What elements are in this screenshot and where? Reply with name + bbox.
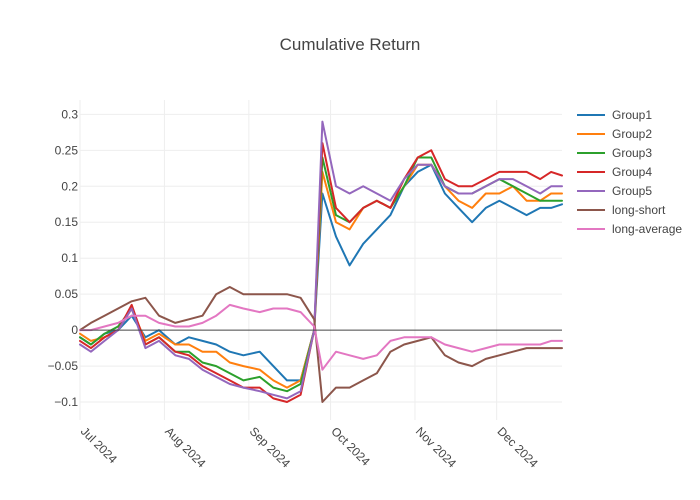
legend-item-group3: Group3 [577, 146, 652, 160]
legend-label: long-average [612, 222, 682, 236]
legend-label: Group2 [612, 127, 652, 141]
y-tick-label: 0 [71, 323, 78, 337]
y-tick-label: 0.05 [55, 287, 79, 301]
chart-title: Cumulative Return [280, 35, 421, 54]
y-tick-label: 0.1 [61, 251, 78, 265]
y-tick-label: −0.1 [54, 395, 78, 409]
legend-item-long-short: long-short [577, 203, 666, 217]
legend-label: long-short [612, 203, 666, 217]
legend-item-group2: Group2 [577, 127, 652, 141]
series-line-long-average [79, 303, 563, 371]
y-tick-label: 0.25 [55, 143, 79, 157]
legend-item-long-average: long-average [577, 222, 682, 236]
legend-label: Group1 [612, 108, 652, 122]
legend-label: Group5 [612, 184, 652, 198]
series-line-long-short [79, 286, 563, 403]
y-tick-label: 0.3 [61, 107, 78, 121]
legend-item-group5: Group5 [577, 184, 652, 198]
series-layer [79, 120, 563, 403]
legend-label: Group4 [612, 165, 652, 179]
legend-item-group1: Group1 [577, 108, 652, 122]
y-tick-label: 0.15 [55, 215, 79, 229]
series-line-group5 [79, 120, 563, 400]
legend: Group1 Group2 Group3 Group4 Group5 long-short… [577, 108, 682, 236]
y-tick-label: 0.2 [61, 179, 78, 193]
y-tick-label: −0.05 [48, 359, 79, 373]
legend-item-group4: Group4 [577, 165, 652, 179]
legend-label: Group3 [612, 146, 652, 160]
